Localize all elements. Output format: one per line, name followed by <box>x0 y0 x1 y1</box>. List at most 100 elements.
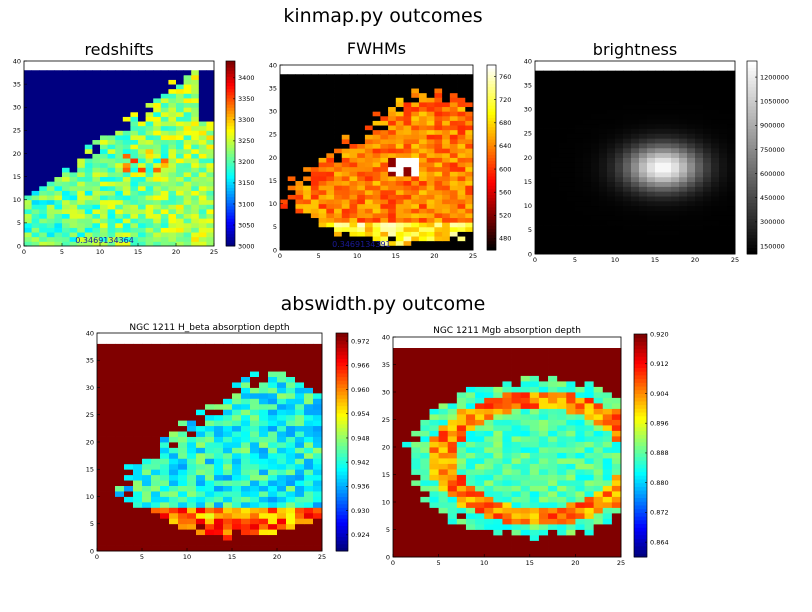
heatmap-cell <box>426 222 435 228</box>
colorbar-tick-label: 720 <box>499 96 511 104</box>
heatmap-cell <box>69 135 78 141</box>
heatmap-cell <box>176 93 184 99</box>
heatmap-cell <box>115 436 125 443</box>
heatmap-cell <box>663 109 672 115</box>
heatmap-cell <box>395 129 404 135</box>
heatmap-cell <box>205 392 215 399</box>
colorbar-segment <box>336 347 348 352</box>
heatmap-cell <box>223 343 233 350</box>
heatmap-cell <box>77 172 86 178</box>
heatmap-cell <box>151 343 161 350</box>
heatmap-cell <box>456 535 467 541</box>
heatmap-cell <box>145 70 154 76</box>
heatmap-cell <box>187 529 197 536</box>
heatmap-cell <box>286 507 296 514</box>
heatmap-cell <box>402 436 412 442</box>
heatmap-cell <box>100 79 108 85</box>
heatmap-cell <box>303 226 312 232</box>
heatmap-cell <box>205 349 215 356</box>
heatmap-cell <box>727 176 736 183</box>
heatmap-cell <box>719 75 728 81</box>
heatmap-cell <box>611 502 622 508</box>
heatmap-cell <box>402 524 412 530</box>
heatmap-cell <box>583 171 592 178</box>
colorbar-segment <box>336 467 348 472</box>
heatmap-cell <box>24 79 32 85</box>
heatmap-cell <box>46 125 55 131</box>
heatmap-cell <box>153 102 162 108</box>
heatmap-cell <box>84 130 93 136</box>
heatmap-cell <box>191 232 200 238</box>
colorbar-segment <box>336 449 348 454</box>
heatmap-cell <box>176 107 184 113</box>
heatmap-cell <box>411 217 420 223</box>
heatmap-cell <box>100 213 108 219</box>
heatmap-cell <box>411 419 421 426</box>
heatmap-cell <box>206 232 215 238</box>
heatmap-cell <box>679 138 688 144</box>
heatmap-cell <box>711 99 720 105</box>
heatmap-cell <box>465 226 474 232</box>
heatmap-cell <box>100 111 108 117</box>
heatmap-cell <box>97 480 107 486</box>
heatmap-cell <box>115 98 124 104</box>
heatmap-cell <box>403 102 412 108</box>
heatmap-cell <box>529 502 540 508</box>
heatmap-cell <box>584 480 595 486</box>
heatmap-cell <box>511 403 522 409</box>
heatmap-cell <box>559 181 568 187</box>
heatmap-cell <box>310 157 319 163</box>
heatmap-cell <box>287 222 296 228</box>
heatmap-cell <box>138 98 146 104</box>
heatmap-cell <box>223 425 233 432</box>
heatmap-cell <box>411 403 421 409</box>
heatmap-cell <box>575 469 585 475</box>
heatmap-cell <box>583 176 592 183</box>
heatmap-cell <box>268 403 278 410</box>
heatmap-cell <box>259 392 269 399</box>
heatmap-cell <box>695 200 704 207</box>
heatmap-cell <box>575 133 584 139</box>
heatmap-cell <box>403 88 412 94</box>
heatmap-cell <box>557 524 567 530</box>
heatmap-cell <box>153 162 162 168</box>
heatmap-cell <box>46 199 55 205</box>
heatmap-cell <box>341 83 350 89</box>
heatmap-cell <box>183 167 192 173</box>
heatmap-cell <box>198 158 207 164</box>
heatmap-cell <box>286 425 296 432</box>
heatmap-cell <box>647 75 656 81</box>
heatmap-cell <box>395 115 404 121</box>
heatmap-cell <box>349 245 358 251</box>
heatmap-cell <box>153 241 162 247</box>
heatmap-cell <box>100 148 108 154</box>
heatmap-cell <box>543 123 552 129</box>
heatmap-cell <box>607 99 616 105</box>
heatmap-cell <box>538 425 549 431</box>
heatmap-cell <box>295 148 304 154</box>
heatmap-cell <box>84 144 93 150</box>
heatmap-cell <box>133 512 143 519</box>
heatmap-cell <box>631 181 640 187</box>
heatmap-cell <box>475 507 485 514</box>
heatmap-cell <box>187 512 197 519</box>
heatmap-cell <box>122 204 131 210</box>
heatmap-cell <box>631 70 640 76</box>
heatmap-cell <box>106 463 116 470</box>
heatmap-cell <box>380 111 389 117</box>
heatmap-cell <box>484 430 494 437</box>
heatmap-cell <box>214 534 224 541</box>
heatmap-cell <box>364 189 374 195</box>
colorbar-segment <box>747 147 757 152</box>
heatmap-cell <box>599 196 608 202</box>
heatmap-cell <box>543 94 552 101</box>
heatmap-cell <box>602 551 613 558</box>
heatmap-cell <box>442 157 451 163</box>
heatmap-cell <box>287 143 296 149</box>
heatmap-cell <box>153 185 162 191</box>
heatmap-cell <box>426 231 435 237</box>
heatmap-cell <box>214 392 224 399</box>
heatmap-cell <box>364 162 374 168</box>
heatmap-cell <box>115 376 125 383</box>
heatmap-cell <box>54 88 63 94</box>
